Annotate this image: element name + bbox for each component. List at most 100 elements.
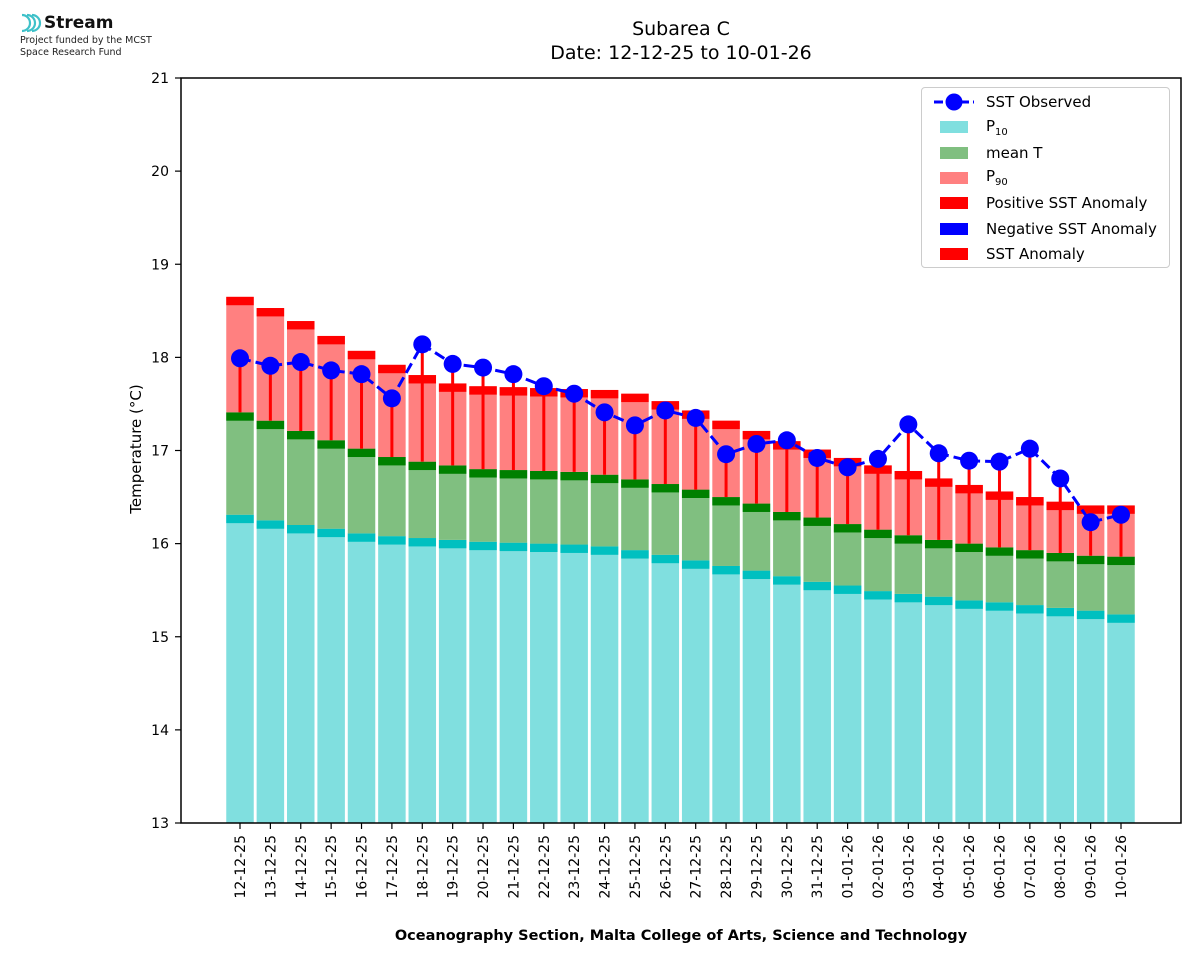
- x-tick-label: 29-12-25: [749, 835, 765, 899]
- bar-mean: [621, 479, 649, 551]
- observed-point: [595, 403, 614, 422]
- bar-mean-band: [681, 489, 710, 498]
- bar-mean-band: [894, 535, 923, 544]
- x-tick-label: 19-12-25: [446, 835, 462, 899]
- x-tick-label: 06-01-26: [992, 835, 1008, 899]
- legend-label: P90: [986, 167, 1008, 189]
- logo-subtitle-2: Space Research Fund: [20, 47, 122, 58]
- bar-p90-band: [317, 335, 345, 345]
- legend-item: mean T: [934, 143, 1042, 163]
- bar-p10: [864, 591, 892, 823]
- bar-p10: [469, 541, 497, 823]
- bar-mean: [985, 547, 1014, 603]
- legend: SST Observed P10 mean T P90 Positive SST Ano…: [921, 87, 1170, 268]
- x-tick-label: 09-01-26: [1084, 835, 1100, 899]
- y-tick-label: 13: [151, 816, 169, 832]
- x-tick-label: 26-12-25: [658, 835, 674, 899]
- observed-point: [565, 384, 584, 403]
- bar-p10-band: [894, 593, 923, 603]
- legend-label: P10: [986, 116, 1008, 138]
- bar-p10: [985, 602, 1014, 823]
- observed-point: [231, 349, 249, 368]
- y-tick-label: 19: [151, 257, 169, 273]
- legend-swatch: [940, 222, 968, 235]
- observed-point: [686, 408, 705, 427]
- legend-swatch: [940, 247, 968, 260]
- bar-mean: [864, 529, 892, 592]
- bar-mean: [681, 489, 710, 561]
- x-tick-label: 22-12-25: [537, 835, 553, 899]
- bar-mean-band: [985, 547, 1014, 556]
- bar-mean: [438, 465, 467, 540]
- bar-p10-band: [378, 536, 406, 545]
- bar-p10: [833, 585, 862, 823]
- legend-label: SST Observed: [986, 93, 1092, 111]
- bar-p10: [651, 554, 680, 823]
- bar-p10: [378, 536, 406, 823]
- bar-p10-band: [833, 585, 862, 594]
- bar-p10: [530, 543, 558, 823]
- bar-mean: [773, 511, 801, 577]
- x-tick-label: 25-12-25: [628, 835, 644, 899]
- bar-p10-band: [347, 533, 376, 542]
- bars-group: [226, 296, 1135, 823]
- legend-item: P10: [934, 116, 1008, 138]
- bar-p10-band: [1046, 607, 1074, 617]
- observed-point: [474, 358, 493, 377]
- bar-mean: [712, 497, 740, 566]
- bar-p10-band: [955, 600, 983, 609]
- bar-p10-band: [1076, 610, 1105, 620]
- y-tick-label: 15: [151, 630, 169, 646]
- logo-name: Stream: [44, 13, 114, 33]
- observed-point: [352, 365, 371, 384]
- x-axis: 12-12-25 13-12-25 14-12-25 15-12-25 16-12-25…: [233, 823, 1130, 899]
- x-tick-label: 10-01-26: [1114, 835, 1130, 899]
- observed-point: [899, 415, 918, 434]
- bar-p10: [317, 528, 345, 823]
- observed-point: [656, 401, 675, 420]
- observed-point: [1112, 505, 1130, 524]
- bar-mean: [1046, 552, 1074, 608]
- bar-mean-band: [651, 484, 680, 493]
- bar-mean: [347, 448, 376, 534]
- bar-mean: [256, 420, 285, 521]
- bar-mean: [924, 539, 953, 597]
- bar-mean-band: [864, 529, 892, 539]
- bar-mean: [590, 474, 619, 547]
- x-tick-label: 04-01-26: [932, 835, 948, 899]
- bar-p90-band: [287, 321, 315, 330]
- observed-point: [868, 449, 887, 468]
- bar-p10-band: [864, 591, 892, 600]
- observed-point: [1081, 513, 1100, 532]
- bar-mean: [1107, 556, 1135, 615]
- bar-mean-band: [621, 479, 649, 488]
- bar-mean-band: [438, 465, 467, 474]
- bar-p10: [621, 550, 649, 823]
- x-tick-label: 01-01-26: [841, 835, 857, 899]
- legend-swatch: [940, 121, 968, 134]
- bar-p10: [1076, 610, 1105, 823]
- bar-p10-band: [1107, 614, 1135, 623]
- legend-observed-icon: [934, 93, 974, 111]
- observed-point: [261, 356, 280, 375]
- y-axis: 13 14 15 16 17 18 19 20 21: [151, 71, 181, 832]
- observed-point: [1051, 469, 1070, 488]
- logo-subtitle-1: Project funded by the MCST: [20, 35, 152, 46]
- legend-item: Positive SST Anomaly: [934, 193, 1147, 213]
- observed-point: [990, 452, 1009, 471]
- legend-item: P90: [934, 167, 1008, 189]
- observed-point: [382, 389, 401, 408]
- bar-p10-band: [803, 581, 831, 591]
- x-tick-label: 31-12-25: [810, 835, 826, 899]
- bar-p10: [681, 560, 710, 823]
- bar-p10: [1107, 614, 1135, 823]
- bar-p10: [1016, 605, 1044, 823]
- observed-point: [1020, 439, 1039, 458]
- bar-p10-band: [226, 514, 254, 524]
- legend-item: SST Observed: [934, 92, 1091, 112]
- x-tick-label: 21-12-25: [506, 835, 522, 899]
- bar-p90-band: [256, 308, 285, 317]
- x-tick-label: 23-12-25: [567, 835, 583, 899]
- bar-p10-band: [712, 565, 740, 575]
- bar-mean-band: [499, 470, 528, 479]
